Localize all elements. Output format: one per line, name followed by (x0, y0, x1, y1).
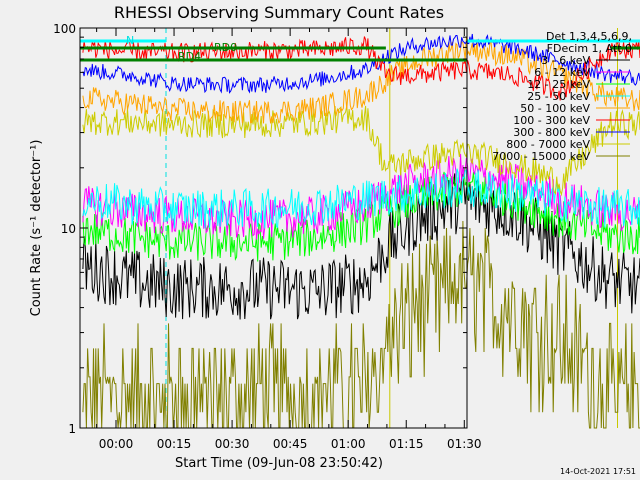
x-tick-label: 01:15 (389, 437, 424, 451)
series-25-50-kevline (82, 168, 640, 229)
y-axis-label: Count Rate (s⁻¹ detector⁻¹) (29, 140, 44, 317)
legend-entry-label: 12 - 25 keV (527, 78, 590, 91)
chart-title: RHESSI Observing Summary Count Rates (114, 3, 444, 22)
x-tick-label: 00:15 (157, 437, 192, 451)
axes: 00:00 00:15 00:30 00:45 01:00 01:15 01:30 1 10 10… (53, 22, 481, 451)
series-12-25-kevline (82, 168, 640, 262)
series-7000-15000-kevline (82, 220, 640, 429)
legend-entry-label: 6 - 12 keV (534, 66, 590, 79)
x-tick-label: 00:00 (99, 437, 134, 451)
legend-entry-label: 50 - 100 keV (520, 102, 590, 115)
legend-entry-label: 3 - 6 keV (541, 54, 590, 67)
annotation-rd4: RD4 (178, 50, 201, 63)
legend-entry-label: 25 - 50 keV (527, 90, 590, 103)
timestamp: 14-Oct-2021 17:51 (560, 467, 636, 476)
y-tick-label: 100 (53, 22, 76, 36)
y-tick-label: 10 (61, 222, 76, 236)
x-tick-label: 00:45 (273, 437, 308, 451)
x-tick-label: 01:30 (447, 437, 482, 451)
legend: Det 1,3,4,5,6,9, FDecim 1, Att 0 3 - 6 k… (492, 30, 632, 163)
plot-area (79, 28, 640, 429)
y-tick-label: 1 (68, 422, 76, 436)
annotation-rd0: RD0 (214, 41, 237, 54)
legend-entry-label: 100 - 300 keV (513, 114, 590, 127)
series-300-800-kevline (82, 33, 640, 94)
series-100-300-kevline (82, 36, 640, 101)
x-tick-label: 01:00 (331, 437, 366, 451)
annotation-night: N (126, 34, 134, 47)
legend-entry-label: 800 - 7000 keV (506, 138, 590, 151)
legend-entry-label: 7000 - 15000 keV (492, 150, 590, 163)
series-3-6-kevline (82, 173, 640, 320)
x-axis-label: Start Time (09-Jun-08 23:50:42) (175, 456, 383, 471)
series-50-100-kevline (82, 37, 640, 124)
x-tick-label: 00:30 (215, 437, 250, 451)
legend-header-2: FDecim 1, Att 0 (547, 42, 632, 55)
legend-entry-label: 300 - 800 keV (513, 126, 590, 139)
legend-header-1: Det 1,3,4,5,6,9, (546, 30, 632, 43)
